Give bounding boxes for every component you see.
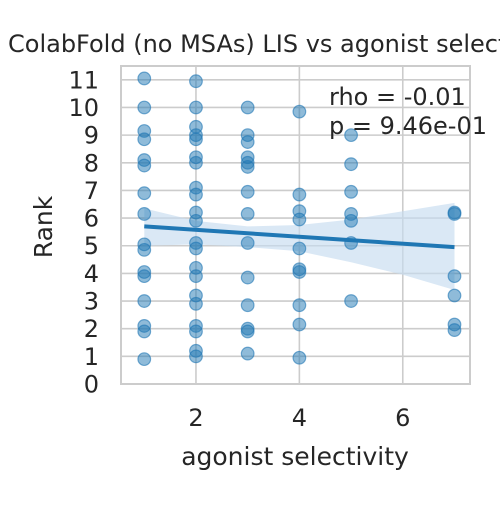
data-point xyxy=(189,349,203,364)
points-layer xyxy=(137,71,462,367)
x-axis-label: agonist selectivity xyxy=(181,442,409,471)
data-point xyxy=(137,100,152,115)
data-point xyxy=(240,100,255,115)
chart-title: ColabFold (no MSAs) LIS vs agonist selec… xyxy=(8,30,500,58)
data-point xyxy=(344,157,358,172)
data-point xyxy=(189,213,203,228)
data-point xyxy=(292,241,307,256)
data-point xyxy=(447,269,462,284)
data-point xyxy=(292,298,307,313)
data-point xyxy=(137,269,152,284)
data-point xyxy=(137,186,152,201)
data-point xyxy=(240,346,255,361)
regression-line-layer xyxy=(144,224,455,250)
data-point xyxy=(344,213,358,228)
regression-line xyxy=(144,224,455,250)
y-tick-label: 3 xyxy=(84,288,99,316)
data-point xyxy=(447,288,462,303)
data-point xyxy=(240,236,255,250)
y-tick-label: 4 xyxy=(84,260,99,288)
y-tick-label: 6 xyxy=(84,205,99,233)
data-point xyxy=(240,135,255,149)
axes-frame xyxy=(120,65,471,385)
data-point xyxy=(137,242,152,257)
y-tick-label: 8 xyxy=(84,149,99,177)
data-point xyxy=(292,187,307,202)
data-point xyxy=(137,71,152,86)
data-point xyxy=(137,132,152,147)
data-point xyxy=(240,270,255,285)
data-point xyxy=(240,324,255,339)
y-tick-label: 10 xyxy=(68,94,99,122)
rho-annotation: rho = -0.01 xyxy=(329,83,466,111)
data-point xyxy=(344,294,358,308)
data-point xyxy=(189,74,203,89)
p-value-annotation: p = 9.46e-01 xyxy=(329,112,487,140)
data-point xyxy=(189,296,203,311)
data-point xyxy=(189,324,203,339)
x-tick-label: 2 xyxy=(188,404,203,432)
data-point xyxy=(137,352,152,367)
data-point xyxy=(189,155,203,170)
data-point xyxy=(344,128,358,143)
data-point xyxy=(240,298,255,313)
data-point xyxy=(137,207,152,221)
x-tick-label: 6 xyxy=(395,404,410,432)
data-point xyxy=(292,212,307,227)
y-tick-label: 5 xyxy=(84,232,99,260)
y-tick-label: 7 xyxy=(84,177,99,205)
x-tick-label: 4 xyxy=(292,404,307,432)
data-point xyxy=(240,184,255,199)
data-point xyxy=(240,160,255,174)
data-point xyxy=(189,100,203,115)
y-tick-label: 9 xyxy=(84,122,99,150)
data-point xyxy=(189,269,203,284)
y-tick-label: 0 xyxy=(84,371,99,399)
data-point xyxy=(189,241,203,256)
data-point xyxy=(189,132,203,147)
data-point xyxy=(189,187,203,202)
data-point xyxy=(292,104,307,119)
data-point xyxy=(292,317,307,332)
y-tick-label: 1 xyxy=(84,343,99,371)
data-point xyxy=(240,207,255,221)
y-axis-label: Rank xyxy=(29,195,58,258)
y-tick-label: 2 xyxy=(84,315,99,343)
data-point xyxy=(447,323,462,337)
data-point xyxy=(137,324,152,339)
data-point xyxy=(292,350,307,365)
data-point xyxy=(344,184,358,199)
data-point xyxy=(137,294,152,308)
plot-frame xyxy=(120,65,471,385)
data-point xyxy=(292,265,307,279)
data-point xyxy=(137,158,152,173)
y-tick-label: 11 xyxy=(68,66,99,94)
data-point xyxy=(447,207,462,221)
